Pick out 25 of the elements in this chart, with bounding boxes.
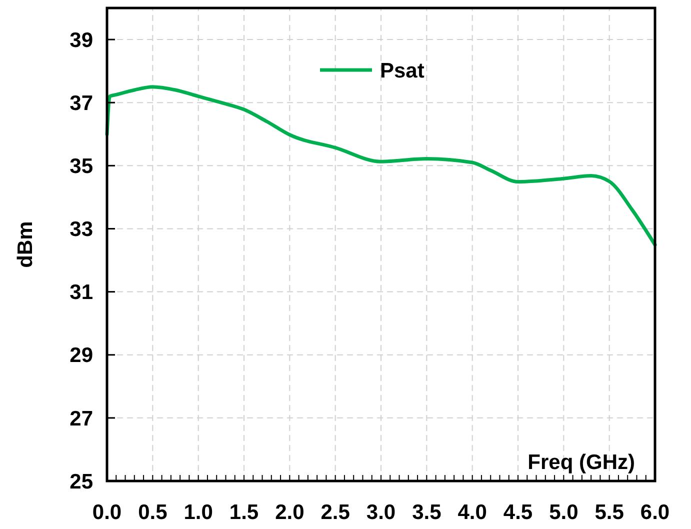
y-tick-label: 31	[70, 281, 94, 304]
x-tick-label: 5.0	[549, 501, 578, 524]
y-tick-label: 37	[70, 92, 93, 115]
x-tick-label: 1.0	[184, 501, 213, 524]
x-tick-label: 3.0	[366, 501, 396, 524]
y-tick-label: 33	[70, 218, 93, 242]
y-tick-label: 29	[70, 344, 93, 368]
y-tick-label: 35	[70, 155, 94, 178]
x-tick-label: 3.5	[412, 501, 442, 524]
y-axis-title: dBm	[14, 221, 37, 268]
x-tick-label: 4.5	[503, 501, 533, 524]
x-tick-label: 2.5	[320, 501, 350, 524]
x-tick-label: 5.5	[594, 501, 624, 524]
legend-label: Psat	[380, 59, 424, 82]
x-tick-label: 1.5	[229, 501, 259, 524]
x-tick-label: 2.0	[275, 501, 304, 524]
x-tick-label: 4.0	[458, 501, 487, 524]
x-axis-title: Freq (GHz)	[528, 451, 635, 474]
y-tick-label: 25	[70, 470, 94, 494]
line-series	[105, 85, 657, 247]
x-tick-label: 6.0	[640, 501, 670, 524]
y-tick-label: 27	[70, 407, 93, 430]
x-tick-label: 0.5	[138, 501, 168, 524]
y-tick-label: 39	[70, 28, 93, 52]
x-tick-label: 0.0	[92, 501, 122, 524]
